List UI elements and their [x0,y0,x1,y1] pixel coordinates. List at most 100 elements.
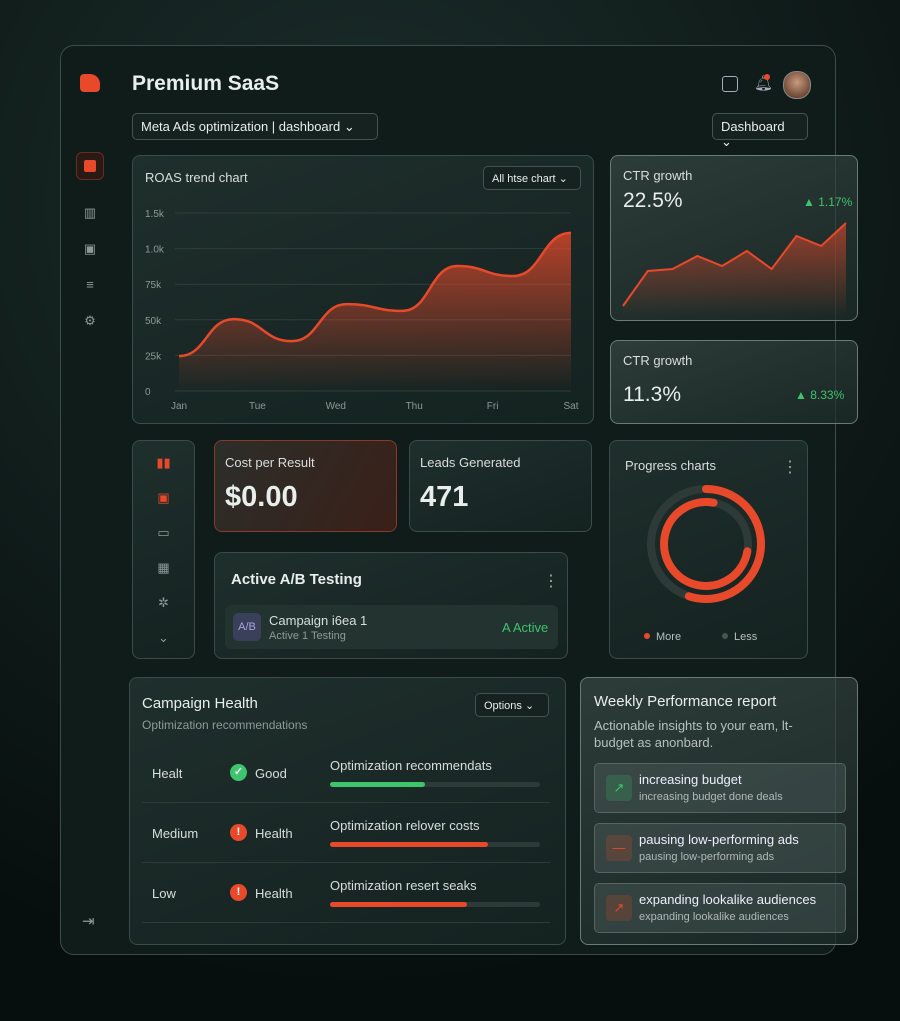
line [178,231,572,358]
change-value: 8.33% [810,388,845,402]
status: Good [255,766,287,781]
nav-icon [84,160,96,172]
ctr-card: CTR growth 11.3% ▲ 8.33% [610,340,858,424]
legend-label: Less [734,631,758,643]
insight-item[interactable]: ↗ increasing budget increasing budget done… [594,763,846,813]
line [622,222,847,307]
menu[interactable]: ⋮ [782,459,798,476]
card-title: Progress charts [625,458,717,473]
status: Health [255,826,293,841]
cost-card: Cost per Result $0.00 [214,440,397,532]
health-row: Medium! Health Optimization relover costs [142,802,550,863]
progress-bar [330,902,467,907]
logout[interactable]: ⇥ [82,913,95,930]
health-row: Healt ✓ Good Optimization recommendats [142,742,550,803]
y-tick-label: 1.5k [145,209,165,220]
ctr-change: ▲ 1.17% [803,195,853,209]
card-description: Actionable insights to your eam, lt-budg… [594,718,793,750]
ab-card: Active A/B Testing ⋮ A/B Campaign i6ea 1… [214,552,568,659]
x-tick-label: Wed [326,401,346,412]
options-dropdown[interactable]: Options ⌄ [475,693,549,717]
view-dropdown[interactable]: Dashboard ⌄ [712,113,808,149]
insight-icon: — [606,835,632,861]
breadcrumb: Meta Ads optimization | dashboard [141,119,341,134]
status-icon: ! [230,824,247,841]
tool-icons: ▮▮ ▣ [156,455,171,505]
x-tick-label: Thu [406,401,423,412]
insight-icon: ↗ [606,895,632,921]
campaign-name: Campaign i6ea 1 [269,613,368,628]
nav-icons[interactable]: ▥ ▣ ≡ ⚙ [83,205,97,328]
progress-track [330,782,540,787]
progress-card: Progress charts ⋮ More Less [609,440,808,659]
insight-title: pausing low-performing ads [639,832,799,847]
ring-arc [647,485,765,603]
legend-dot [644,633,650,639]
breadcrumb-dropdown[interactable]: Meta Ads optimization | dashboard ⌄ [132,113,378,140]
kpi-label: Cost per Result [225,455,315,470]
insight-title: expanding lookalike audiences [639,892,817,907]
progress-bar [330,782,425,787]
ctr-value: 11.3% [623,383,681,406]
insight-icon: ↗ [606,775,632,801]
y-tick-label: 0 [145,387,151,398]
status: A Active [502,620,549,635]
progress-ring: More Less [644,485,765,643]
card-subtitle: Optimization recommendations [142,718,308,732]
view-label: Dashboard [721,119,785,134]
help-icon[interactable] [722,76,738,92]
tool-column[interactable]: ▮▮ ▣ ▭ ▦ ✲ ⌄ [132,440,195,659]
badge: A/B [233,613,261,641]
app-title: Premium SaaS [132,72,280,95]
card-title: Weekly Performance report [594,693,777,710]
nav-dashboard[interactable] [76,152,104,180]
roas-chart: 0 25k 50k 75k 1.0k 1.5k Jan Tue Wed Thu Fri Sat [145,209,579,412]
insight-sub: increasing budget done deals [639,791,783,803]
campaign-row[interactable]: A/B Campaign i6ea 1 Active 1 Testing A A… [225,605,558,649]
ctr-sparkline [622,222,847,316]
card-title: ROAS trend chart [145,170,248,185]
change-value: 1.17% [818,195,853,209]
insight-list: ↗ increasing budget increasing budget done… [594,763,846,933]
health-card: Campaign Health Optimization recommendat… [129,677,566,945]
x-tick-label: Sat [563,401,578,412]
notification-dot [764,74,770,80]
card-title: CTR growth [623,168,693,183]
level: Medium [152,826,199,841]
logo[interactable] [80,74,100,92]
y-tick-label: 50k [145,316,162,327]
x-tick-label: Tue [249,401,266,412]
insight-item[interactable]: ↗ expanding lookalike audiences expanding … [594,883,846,933]
y-tick-label: 25k [145,351,162,362]
area [179,232,571,391]
progress-bar [330,842,488,847]
card-title: Active A/B Testing [231,571,362,588]
recommendation: Optimization recommendats [330,758,492,773]
recommendation: Optimization resert seaks [330,878,477,893]
avatar[interactable] [783,71,811,99]
kpi-label: Leads Generated [420,455,521,470]
health-rows: Healt ✓ Good Optimization recommendats Mediu… [130,742,567,932]
health-row: Low! Health Optimization resert seaks [142,862,550,923]
insight-sub: expanding lookalike audiences [639,911,789,923]
card-title: CTR growth [623,353,693,368]
ctr-value: 22.5% [623,189,683,212]
status: Health [255,886,293,901]
ctr-change: ▲ 8.33% [795,388,845,402]
x-tick-label: Fri [487,401,499,412]
insight-sub: pausing low-performing ads [639,851,775,863]
insight-title: increasing budget [639,772,742,787]
filter-label: All htse chart [492,173,556,185]
y-tick-label: 75k [145,280,162,291]
level: Healt [152,766,183,781]
insight-item[interactable]: — pausing low-performing ads pausing low-p… [594,823,846,873]
options-label: Options [484,700,522,712]
status-icon: ! [230,884,247,901]
menu[interactable]: ⋮ [543,573,559,590]
legend-label: More [656,631,681,643]
status-icon: ✓ [230,764,247,781]
ctr-card: CTR growth 22.5% ▲ 1.17% [610,155,858,321]
card-title: Campaign Health [142,695,258,712]
chart-filter[interactable]: All htse chart ⌄ [483,166,581,190]
